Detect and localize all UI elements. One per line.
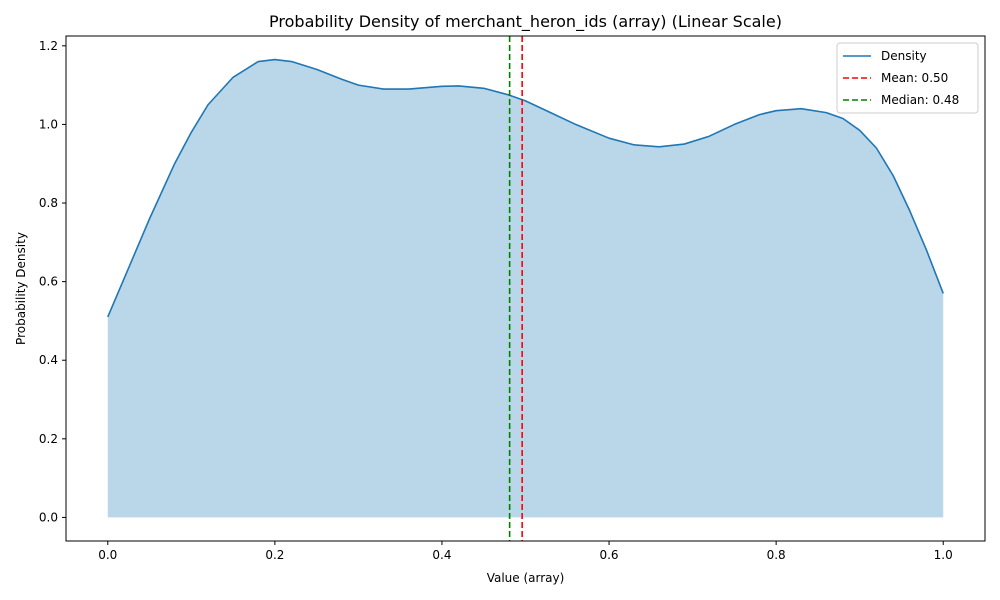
legend-mean-label: Mean: 0.50 <box>881 71 948 85</box>
legend-median-label: Median: 0.48 <box>881 93 959 107</box>
ticks-layer: 0.0 0.2 0.4 0.6 0.8 1.0 0.0 0.2 0.4 0.6 0.8 1.0 1.2 <box>39 39 953 562</box>
plot-frame <box>65 35 986 542</box>
x-tick-label: 0.2 <box>265 548 284 562</box>
chart-title: Probability Density of merchant_heron_id… <box>269 12 782 32</box>
y-axis-label: Probability Density <box>14 232 28 345</box>
plot-layer <box>107 36 944 541</box>
x-tick-label: 1.0 <box>934 548 953 562</box>
y-tick-label: 0.2 <box>39 432 58 446</box>
x-tick-label: 0.0 <box>98 548 117 562</box>
y-tick-label: 0.8 <box>39 196 58 210</box>
x-axis-label: Value (array) <box>487 571 565 585</box>
legend-density-label: Density <box>881 49 927 63</box>
x-tick-label: 0.8 <box>767 548 786 562</box>
y-tick-label: 0.4 <box>39 353 58 367</box>
y-tick-label: 1.0 <box>39 117 58 131</box>
y-tick-label: 1.2 <box>39 39 58 53</box>
x-tick-label: 0.4 <box>432 548 451 562</box>
density-line <box>107 58 944 318</box>
y-tick-label: 0.0 <box>39 510 58 524</box>
density-area-fill <box>107 59 944 518</box>
legend: Density Mean: 0.50 Median: 0.48 <box>836 42 979 114</box>
x-tick-label: 0.6 <box>599 548 618 562</box>
legend-box <box>836 42 979 114</box>
y-tick-label: 0.6 <box>39 275 58 289</box>
